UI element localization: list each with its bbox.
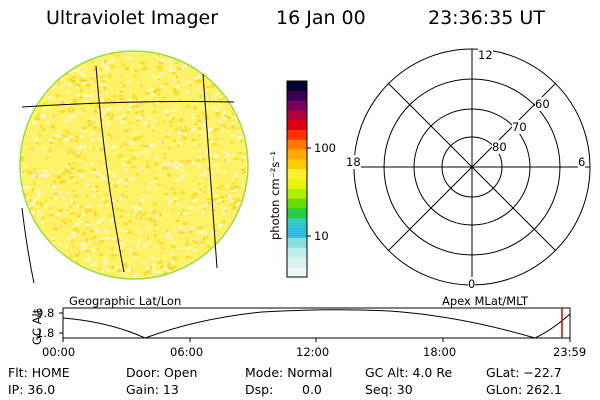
altitude-curve [62, 309, 571, 339]
polar-label-0: 0 [468, 277, 476, 291]
colorbar-tick-10: 10 [314, 229, 329, 243]
colorbar-segment [287, 110, 307, 121]
info-dsp-label: Dsp: [245, 382, 274, 397]
longitude-line-2 [202, 73, 218, 269]
altitude-ytick-high: 9.8 [36, 306, 55, 320]
colorbar-segment [287, 159, 307, 170]
info-dsp-value: 0.0 [302, 382, 322, 397]
polar-label-6: 6 [578, 155, 586, 169]
altitude-xtick-0600: 06:00 [170, 345, 204, 359]
info-door: Door: Open [126, 365, 198, 380]
polar-lat-80: 80 [492, 140, 507, 154]
colorbar-segment [287, 208, 307, 219]
instrument-title: Ultraviolet Imager [46, 7, 219, 29]
altitude-xtick-1200: 12:00 [296, 345, 330, 359]
polar-diagonal-2 [387, 82, 557, 252]
colorbar-segment [287, 198, 307, 209]
colorbar-segment [287, 90, 307, 102]
altitude-xtick-2359: 23:59 [553, 345, 587, 359]
colorbar-segment [287, 81, 307, 92]
colorbar-segment [287, 149, 307, 160]
info-gc-alt: GC Alt: 4.0 Re [365, 365, 453, 380]
colorbar-tick-100: 100 [314, 141, 336, 155]
colorbar-segment [287, 169, 307, 180]
polar-lat-60: 60 [535, 97, 550, 111]
altitude-ytick-low: 1.8 [36, 326, 55, 340]
left-panel-caption: Geographic Lat/Lon [69, 294, 182, 308]
colorbar-segment [287, 188, 307, 200]
colorbar-segment [287, 257, 307, 268]
info-glat: GLat: −22.7 [486, 365, 562, 380]
polar-panel-caption: Apex MLat/MLT [442, 294, 529, 308]
polar-label-18: 18 [346, 155, 361, 169]
info-ip: IP: 36.0 [8, 382, 56, 397]
info-glon: GLon: 262.1 [486, 382, 562, 397]
colorbar-segment [287, 228, 307, 239]
disk-fill [20, 51, 248, 279]
info-flight: Flt: HOME [8, 365, 70, 380]
info-gain: Gain: 13 [126, 382, 179, 397]
polar-lat-70: 70 [512, 120, 527, 134]
date-label: 16 Jan 00 [276, 7, 366, 29]
altitude-xtick-1800: 18:00 [423, 345, 457, 359]
longitude-line-3 [21, 207, 35, 284]
colorbar-segment [287, 139, 307, 151]
polar-label-12: 12 [478, 48, 493, 62]
colorbar-segment [287, 218, 307, 229]
colorbar-segment [287, 120, 307, 131]
time-label: 23:36:35 UT [428, 7, 545, 29]
latitude-line [21, 101, 235, 108]
info-mode: Mode: Normal [245, 365, 333, 380]
longitude-line-1 [95, 65, 125, 273]
colorbar-segment [287, 267, 307, 278]
altitude-xtick-0000: 00:00 [42, 345, 76, 359]
disk-limb [19, 50, 249, 280]
colorbar-segment [287, 237, 307, 249]
geographic-grid [21, 65, 235, 284]
colorbar-segment [287, 247, 307, 258]
colorbar-segment [287, 100, 307, 111]
info-seq: Seq: 30 [365, 382, 413, 397]
colorbar-segment [287, 179, 307, 190]
colorbar-segment [287, 130, 307, 141]
